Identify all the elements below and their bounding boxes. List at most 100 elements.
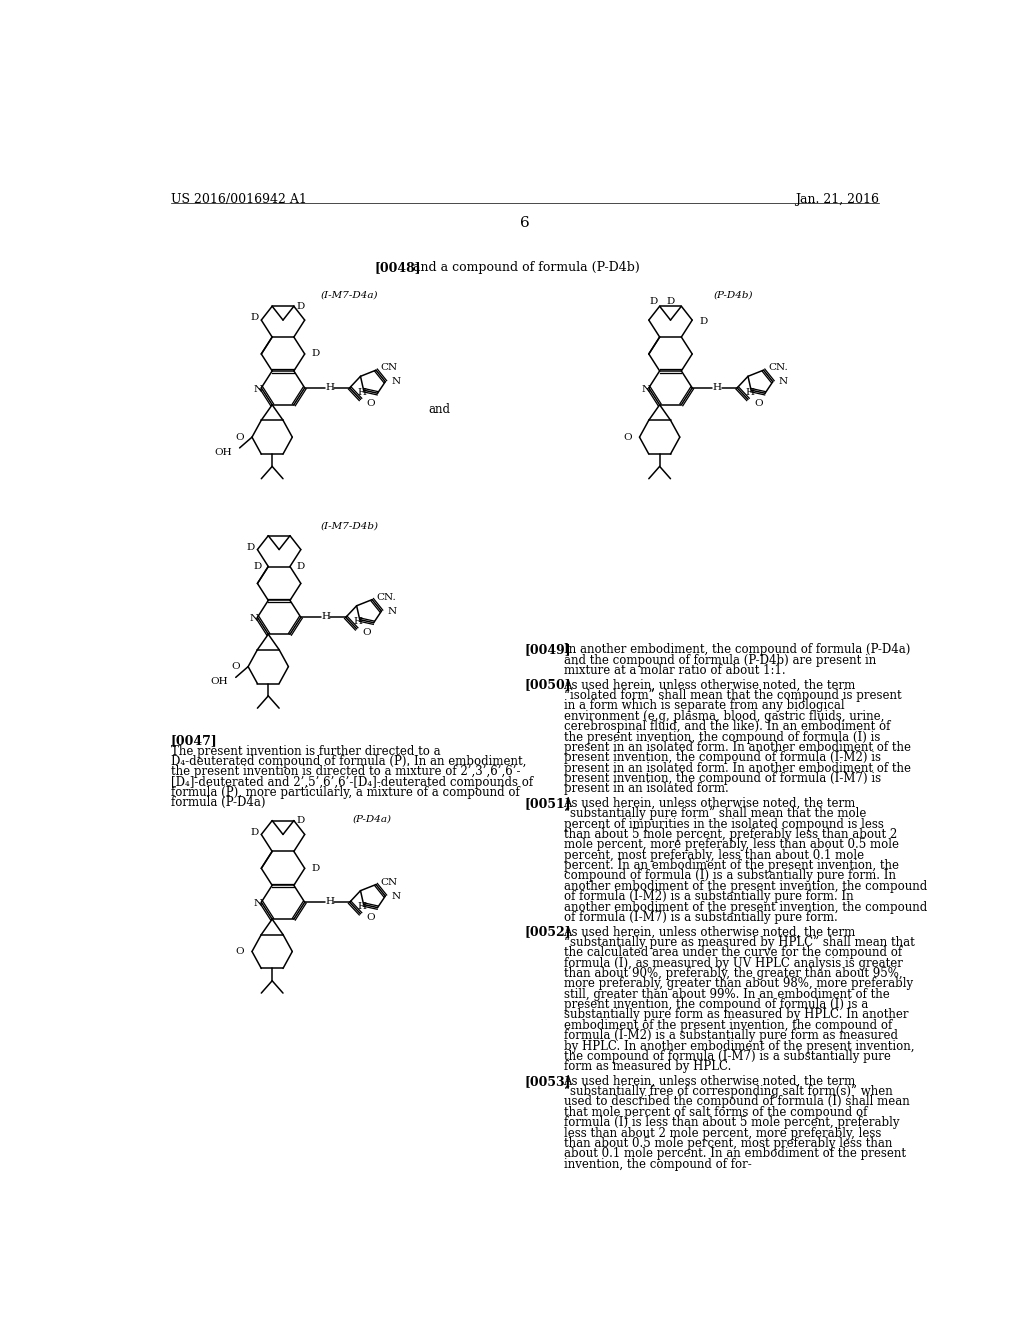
Text: OH: OH [210, 677, 228, 686]
Text: still, greater than about 99%. In an embodiment of the: still, greater than about 99%. In an emb… [563, 987, 889, 1001]
Text: O: O [236, 946, 245, 956]
Text: D: D [250, 828, 258, 837]
Text: D: D [311, 863, 319, 873]
Text: As used herein, unless otherwise noted, the term: As used herein, unless otherwise noted, … [563, 797, 856, 809]
Text: H: H [353, 618, 362, 627]
Text: [0052]: [0052] [524, 925, 571, 939]
Text: [0049]: [0049] [524, 644, 571, 656]
Text: As used herein, unless otherwise noted, the term: As used herein, unless otherwise noted, … [563, 1074, 856, 1088]
Text: US 2016/0016942 A1: US 2016/0016942 A1 [171, 193, 306, 206]
Text: N: N [250, 614, 259, 623]
Text: H: H [745, 388, 754, 397]
Text: “substantially pure as measured by HPLC” shall mean that: “substantially pure as measured by HPLC”… [563, 936, 914, 949]
Text: D: D [667, 297, 675, 306]
Text: environment (e.g. plasma, blood, gastric fluids, urine,: environment (e.g. plasma, blood, gastric… [563, 710, 884, 723]
Text: form as measured by HPLC.: form as measured by HPLC. [563, 1060, 731, 1073]
Text: the present invention is directed to a mixture of 2’,3’,6’,6’-: the present invention is directed to a m… [171, 766, 520, 779]
Text: (I-M7-D4b): (I-M7-D4b) [321, 521, 378, 531]
Text: about 0.1 mole percent. In an embodiment of the present: about 0.1 mole percent. In an embodiment… [563, 1147, 905, 1160]
Text: As used herein, unless otherwise noted, the term: As used herein, unless otherwise noted, … [563, 678, 856, 692]
Text: Jan. 21, 2016: Jan. 21, 2016 [795, 193, 879, 206]
Text: in a form which is separate from any biological: in a form which is separate from any bio… [563, 700, 844, 713]
Text: As used herein, unless otherwise noted, the term: As used herein, unless otherwise noted, … [563, 925, 856, 939]
Text: present in an isolated form. In another embodiment of the: present in an isolated form. In another … [563, 741, 910, 754]
Text: (I-M7-D4a): (I-M7-D4a) [321, 290, 378, 300]
Text: OH: OH [214, 447, 231, 457]
Text: present in an isolated form. In another embodiment of the: present in an isolated form. In another … [563, 762, 910, 775]
Text: D: D [250, 313, 258, 322]
Text: N: N [641, 385, 650, 393]
Text: [0051]: [0051] [524, 797, 571, 809]
Text: [0050]: [0050] [524, 678, 571, 692]
Text: “substantially pure form” shall mean that the mole: “substantially pure form” shall mean tha… [563, 807, 866, 820]
Text: H: H [322, 612, 330, 620]
Text: “isolated form” shall mean that the compound is present: “isolated form” shall mean that the comp… [563, 689, 901, 702]
Text: In another embodiment, the compound of formula (P-D4a): In another embodiment, the compound of f… [563, 644, 910, 656]
Text: the calculated area under the curve for the compound of: the calculated area under the curve for … [563, 946, 902, 960]
Text: [D₄]-deuterated and 2’,5’,6’,6’-[D₄]-deuterated compounds of: [D₄]-deuterated and 2’,5’,6’,6’-[D₄]-deu… [171, 776, 532, 788]
Text: N: N [391, 891, 400, 900]
Text: another embodiment of the present invention, the compound: another embodiment of the present invent… [563, 880, 927, 892]
Text: [0048]: [0048] [375, 261, 421, 273]
Text: “substantially free of corresponding salt form(s)” when: “substantially free of corresponding sal… [563, 1085, 892, 1098]
Text: by HPLC. In another embodiment of the present invention,: by HPLC. In another embodiment of the pr… [563, 1040, 914, 1052]
Text: (P-D4b): (P-D4b) [713, 290, 753, 300]
Text: N: N [391, 378, 400, 387]
Text: D: D [699, 317, 708, 326]
Text: present invention, the compound of formula (I-M2) is: present invention, the compound of formu… [563, 751, 881, 764]
Text: D: D [297, 302, 305, 310]
Text: percent of impurities in the isolated compound is less: percent of impurities in the isolated co… [563, 817, 884, 830]
Text: that mole percent of salt forms of the compound of: that mole percent of salt forms of the c… [563, 1106, 867, 1119]
Text: formula (I), as measured by UV HPLC analysis is greater: formula (I), as measured by UV HPLC anal… [563, 957, 902, 969]
Text: CN.: CN. [768, 363, 787, 372]
Text: O: O [367, 399, 376, 408]
Text: O: O [236, 433, 245, 442]
Text: H: H [357, 903, 367, 911]
Text: the compound of formula (I-M7) is a substantially pure: the compound of formula (I-M7) is a subs… [563, 1051, 891, 1063]
Text: percent, most preferably, less than about 0.1 mole: percent, most preferably, less than abou… [563, 849, 863, 862]
Text: [0047]: [0047] [171, 734, 217, 747]
Text: substantially pure form as measured by HPLC. In another: substantially pure form as measured by H… [563, 1008, 908, 1022]
Text: mixture at a molar ratio of about 1:1.: mixture at a molar ratio of about 1:1. [563, 664, 785, 677]
Text: O: O [624, 433, 632, 442]
Text: mole percent, more preferably, less than about 0.5 mole: mole percent, more preferably, less than… [563, 838, 898, 851]
Text: D: D [247, 543, 255, 552]
Text: formula (I) is less than about 5 mole percent, preferably: formula (I) is less than about 5 mole pe… [563, 1117, 899, 1130]
Text: [0053]: [0053] [524, 1074, 571, 1088]
Text: than about 90%, preferably, the greater than about 95%,: than about 90%, preferably, the greater … [563, 966, 902, 979]
Text: O: O [362, 628, 372, 638]
Text: used to described the compound of formula (I) shall mean: used to described the compound of formul… [563, 1096, 909, 1109]
Text: 6: 6 [520, 216, 529, 230]
Text: D: D [649, 297, 657, 306]
Text: and a compound of formula (P-D4b): and a compound of formula (P-D4b) [414, 261, 640, 273]
Text: of formula (I-M2) is a substantially pure form. In: of formula (I-M2) is a substantially pur… [563, 890, 853, 903]
Text: and: and [429, 404, 451, 416]
Text: N: N [254, 899, 263, 908]
Text: and the compound of formula (P-D4b) are present in: and the compound of formula (P-D4b) are … [563, 653, 876, 667]
Text: O: O [755, 399, 763, 408]
Text: The present invention is further directed to a: The present invention is further directe… [171, 744, 440, 758]
Text: present invention, the compound of formula (I) is a: present invention, the compound of formu… [563, 998, 867, 1011]
Text: present invention, the compound of formula (I-M7) is: present invention, the compound of formu… [563, 772, 881, 785]
Text: invention, the compound of for-: invention, the compound of for- [563, 1158, 752, 1171]
Text: D: D [297, 562, 305, 572]
Text: percent. In an embodiment of the present invention, the: percent. In an embodiment of the present… [563, 859, 898, 873]
Text: N: N [388, 607, 396, 615]
Text: the present invention, the compound of formula (I) is: the present invention, the compound of f… [563, 730, 880, 743]
Text: H: H [357, 388, 367, 397]
Text: more preferably, greater than about 98%, more preferably: more preferably, greater than about 98%,… [563, 977, 912, 990]
Text: H: H [325, 898, 334, 906]
Text: H: H [325, 383, 334, 392]
Text: cerebrospinal fluid, and the like). In an embodiment of: cerebrospinal fluid, and the like). In a… [563, 721, 890, 733]
Text: compound of formula (I) is a substantially pure form. In: compound of formula (I) is a substantial… [563, 870, 896, 883]
Text: of formula (I-M7) is a substantially pure form.: of formula (I-M7) is a substantially pur… [563, 911, 838, 924]
Text: H: H [713, 383, 722, 392]
Text: N: N [254, 385, 263, 393]
Text: formula (I-M2) is a substantially pure form as measured: formula (I-M2) is a substantially pure f… [563, 1030, 898, 1043]
Text: O: O [367, 913, 376, 923]
Text: than about 0.5 mole percent, most preferably less than: than about 0.5 mole percent, most prefer… [563, 1137, 892, 1150]
Text: than about 5 mole percent, preferably less than about 2: than about 5 mole percent, preferably le… [563, 828, 897, 841]
Text: D: D [311, 350, 319, 359]
Text: present in an isolated form.: present in an isolated form. [563, 783, 728, 796]
Text: formula (P), more particularly, a mixture of a compound of: formula (P), more particularly, a mixtur… [171, 785, 519, 799]
